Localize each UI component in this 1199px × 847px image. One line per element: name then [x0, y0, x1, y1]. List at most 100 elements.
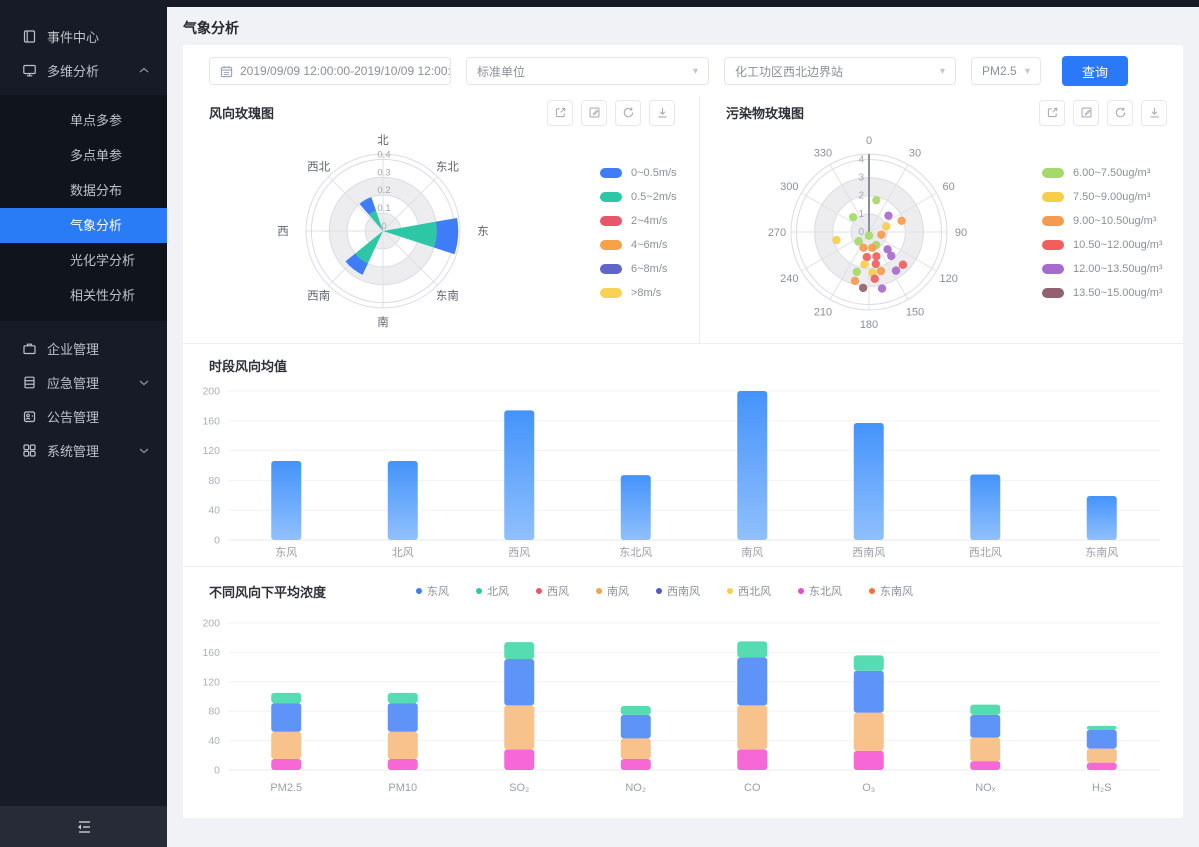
- legend-item[interactable]: 10.50~12.00ug/m³: [1042, 239, 1163, 251]
- sidebar-subitem-6[interactable]: 相关性分析: [70, 288, 136, 303]
- svg-text:80: 80: [208, 475, 220, 487]
- collapse-menu-icon[interactable]: [75, 820, 93, 834]
- sidebar-item-system[interactable]: 系统管理: [0, 433, 167, 467]
- download-icon: [656, 106, 669, 119]
- edit-button[interactable]: [1073, 99, 1099, 126]
- sidebar-item-enterprise[interactable]: 企业管理: [0, 331, 167, 365]
- refresh-button[interactable]: [615, 99, 641, 126]
- svg-text:0.4: 0.4: [377, 149, 390, 160]
- legend-swatch: [600, 264, 622, 274]
- legend-item[interactable]: 西北风: [727, 583, 771, 599]
- legend-item[interactable]: >8m/s: [600, 287, 677, 299]
- legend-item[interactable]: 9.00~10.50ug/m³: [1042, 215, 1163, 227]
- svg-text:300: 300: [780, 181, 798, 193]
- legend-item[interactable]: 2~4m/s: [600, 215, 677, 227]
- svg-text:SO₂: SO₂: [509, 782, 529, 794]
- sidebar-item-label: 企业管理: [47, 341, 100, 357]
- main-content: 气象分析 2019/09/09 12:00:00-2019/10/09 12:0…: [167, 7, 1199, 847]
- caret-down-icon: ▾: [939, 65, 945, 77]
- edit-icon: [588, 106, 601, 119]
- sidebar-subitem-3[interactable]: 数据分布: [70, 183, 123, 198]
- pollutant-select[interactable]: PM2.5 ▾: [971, 57, 1041, 85]
- svg-text:西北风: 西北风: [969, 546, 1002, 559]
- sidebar-subitem-2[interactable]: 多点单参: [70, 148, 123, 163]
- svg-text:0: 0: [214, 765, 220, 777]
- unit-select[interactable]: 标准单位 ▾: [466, 57, 709, 85]
- legend-item[interactable]: 北风: [476, 583, 509, 599]
- svg-text:200: 200: [202, 618, 220, 630]
- legend-label: 东风: [427, 586, 450, 598]
- refresh-button[interactable]: [1107, 99, 1133, 126]
- legend-label: 4~6m/s: [631, 239, 668, 251]
- legend-label: 东南风: [880, 586, 914, 598]
- sidebar-item-event-center[interactable]: 事件中心: [0, 19, 167, 53]
- wind-rose-toolbar: [547, 99, 675, 126]
- open-external-button[interactable]: [547, 99, 573, 126]
- sidebar-subitem-4[interactable]: 气象分析: [0, 208, 167, 243]
- date-range-value: 2019/09/09 12:00:00-2019/10/09 12:00:00: [240, 64, 451, 78]
- legend-item[interactable]: 东风: [416, 583, 449, 599]
- sidebar-item-label: 系统管理: [47, 443, 100, 459]
- legend-label: 北风: [487, 586, 510, 598]
- download-button[interactable]: [1141, 99, 1167, 126]
- sidebar-subitem-5[interactable]: 光化学分析: [70, 253, 136, 268]
- legend-item[interactable]: 6~8m/s: [600, 263, 677, 275]
- legend-dot: [416, 588, 423, 594]
- svg-text:东北风: 东北风: [619, 546, 652, 559]
- legend-item[interactable]: 4~6m/s: [600, 239, 677, 251]
- legend-item[interactable]: 0.5~2m/s: [600, 191, 677, 203]
- legend-item[interactable]: 7.50~9.00ug/m³: [1042, 191, 1163, 203]
- svg-text:90: 90: [955, 227, 967, 239]
- svg-text:1: 1: [858, 209, 864, 220]
- sidebar-item-announcement[interactable]: 公告管理: [0, 399, 167, 433]
- legend-label: 12.00~13.50ug/m³: [1073, 263, 1163, 275]
- top-strip: [0, 0, 1199, 7]
- unit-value: 标准单位: [477, 64, 526, 79]
- legend-item[interactable]: 西南风: [656, 583, 700, 599]
- legend-item[interactable]: 6.00~7.50ug/m³: [1042, 167, 1163, 179]
- legend-dot: [536, 588, 543, 594]
- query-button[interactable]: 查询: [1062, 56, 1128, 86]
- legend-swatch: [1042, 168, 1064, 178]
- station-select[interactable]: 化工功区西北边界站 ▾: [724, 57, 956, 85]
- svg-text:120: 120: [939, 273, 957, 285]
- calendar-icon: [220, 65, 233, 78]
- concentration-stacked-chart: 200 160 120 80 40 0 PM2.5 PM10 SO₂ NO₂ CO O₃ NOₓ H₂S: [202, 618, 1160, 794]
- svg-text:北风: 北风: [392, 546, 414, 559]
- content-card: 2019/09/09 12:00:00-2019/10/09 12:00:00 …: [183, 45, 1183, 818]
- download-button[interactable]: [649, 99, 675, 126]
- concentration-title: 不同风向下平均浓度: [209, 584, 327, 600]
- edit-button[interactable]: [581, 99, 607, 126]
- legend-item[interactable]: 西风: [536, 583, 569, 599]
- sidebar-item-multidim[interactable]: 多维分析: [0, 53, 167, 87]
- pollutant-rose-toolbar: [1039, 99, 1167, 126]
- open-external-button[interactable]: [1039, 99, 1065, 126]
- legend-item[interactable]: 南风: [596, 583, 629, 599]
- legend-dot: [869, 588, 876, 594]
- briefcase-icon: [22, 341, 37, 356]
- svg-text:240: 240: [780, 273, 798, 285]
- badge-icon: [22, 409, 37, 424]
- legend-swatch: [1042, 240, 1064, 250]
- svg-text:160: 160: [202, 415, 220, 427]
- legend-swatch: [1042, 216, 1064, 226]
- sidebar-subitem-1[interactable]: 单点多参: [70, 113, 123, 128]
- legend-dot: [727, 588, 734, 594]
- svg-text:160: 160: [202, 647, 220, 659]
- legend-item[interactable]: 东南风: [869, 583, 913, 599]
- wind-rose-panel: 风向玫瑰图 0 0.1 0.2 0.3 0.4 北东北东东南南 西南 西 西北 0~0.5m/s…: [183, 96, 700, 343]
- svg-text:3: 3: [858, 173, 864, 184]
- pollutant-rose-title: 污染物玫瑰图: [726, 106, 805, 121]
- download-icon: [1148, 106, 1161, 119]
- legend-item[interactable]: 12.00~13.50ug/m³: [1042, 263, 1163, 275]
- journal-icon: [22, 29, 37, 44]
- legend-item[interactable]: 东北风: [798, 583, 842, 599]
- sidebar-item-emergency[interactable]: 应急管理: [0, 365, 167, 399]
- legend-item[interactable]: 0~0.5m/s: [600, 167, 677, 179]
- svg-text:东风: 东风: [275, 546, 297, 559]
- legend-swatch: [600, 192, 622, 202]
- pollutant-rose-panel: 污染物玫瑰图 0 30 60 90 120 150 180 210 240 270 300 330 0 1…: [700, 96, 1183, 343]
- svg-text:西北: 西北: [307, 161, 330, 174]
- date-range-picker[interactable]: 2019/09/09 12:00:00-2019/10/09 12:00:00 …: [209, 57, 451, 85]
- legend-item[interactable]: 13.50~15.00ug/m³: [1042, 287, 1163, 299]
